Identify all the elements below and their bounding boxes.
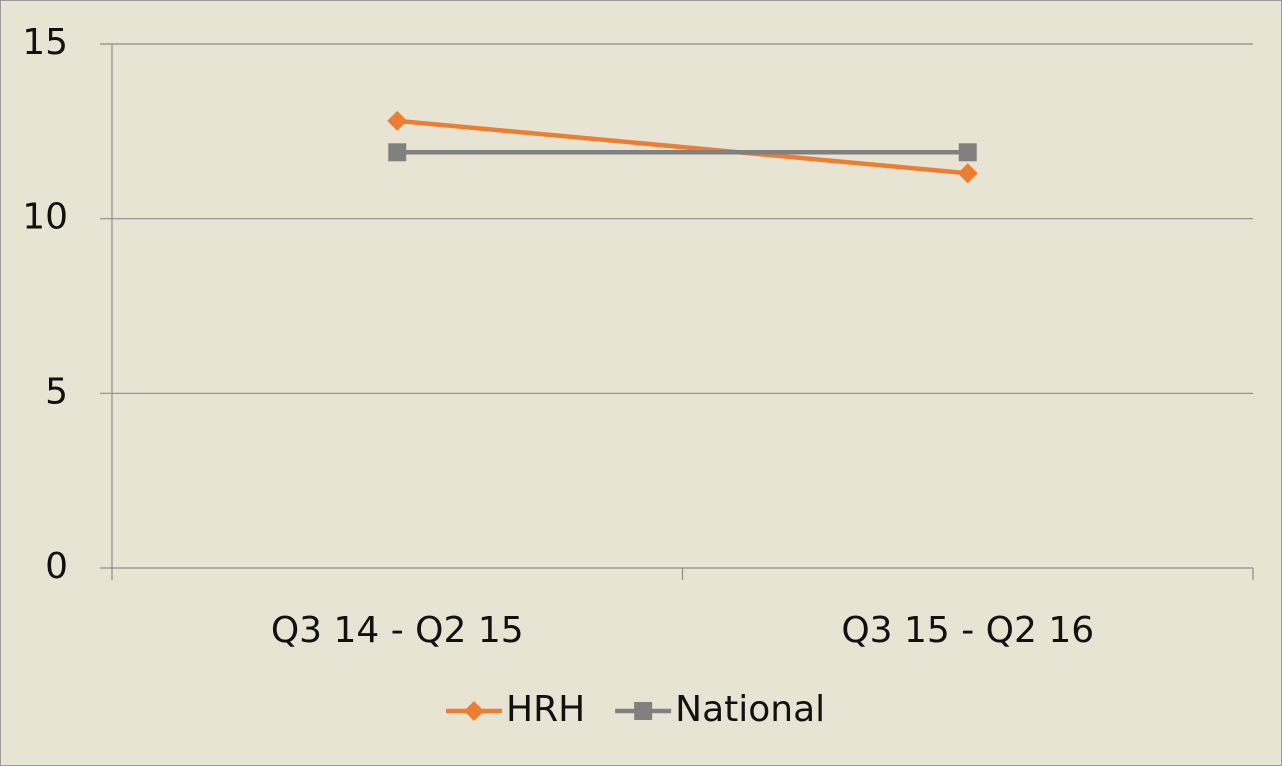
legend-label: National (675, 689, 825, 730)
data-point (387, 110, 408, 131)
x-tick-label: Q3 14 - Q2 15 (271, 610, 524, 651)
legend-marker (634, 702, 653, 720)
series-line (397, 118, 968, 176)
legend-marker (464, 701, 484, 721)
data-point (388, 143, 407, 162)
legend-label: HRH (506, 689, 585, 730)
y-tick-label: 15 (22, 22, 68, 63)
y-tick-label: 0 (45, 546, 68, 587)
y-tick-label: 5 (45, 371, 68, 412)
data-point (957, 163, 978, 184)
y-tick-label: 10 (22, 197, 68, 238)
x-tick-label: Q3 15 - Q2 16 (841, 610, 1094, 651)
data-point (958, 143, 977, 162)
